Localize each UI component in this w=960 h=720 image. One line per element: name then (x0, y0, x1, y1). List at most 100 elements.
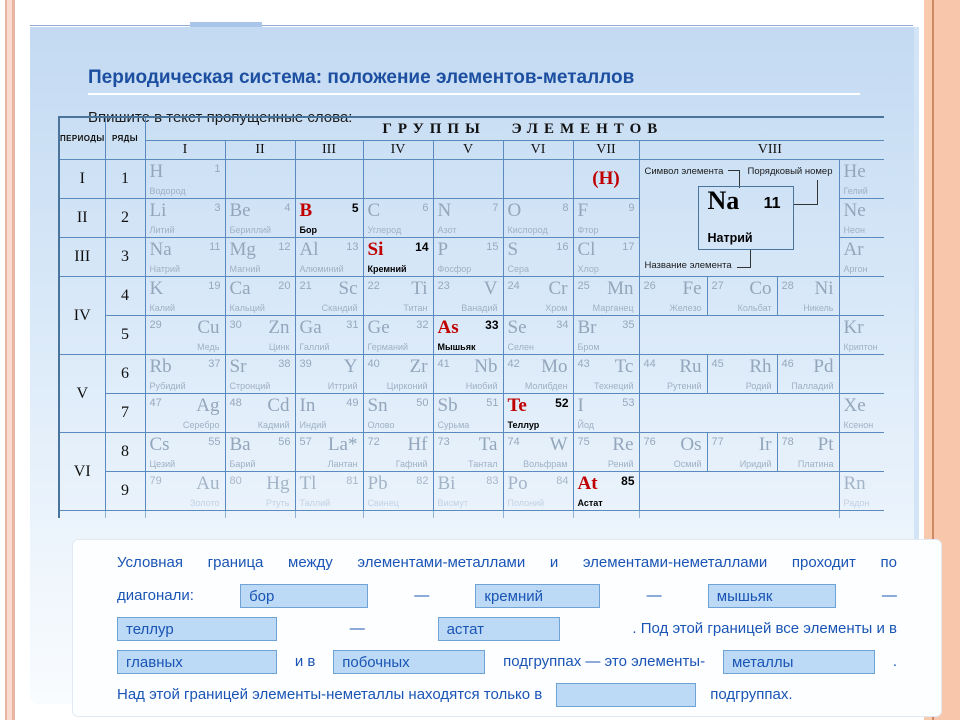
element-name: Селен (507, 342, 534, 352)
element-symbol: Bi (437, 473, 456, 494)
ryad-label: 1 (104, 159, 146, 199)
element-cell-Cd: Cd 48 Кадмий (224, 393, 296, 433)
group-numbers-row: I II III IV V VI VII VIII (59, 140, 884, 160)
element-cell-K: K 19 Калий (144, 276, 226, 316)
blank-silicon[interactable]: кремний (475, 584, 601, 608)
slide-content: Периодическая система: положение элемент… (30, 27, 942, 717)
element-cell-Nb: Nb 41 Ниобий (432, 354, 504, 394)
element-symbol: Tc (614, 356, 634, 377)
atomic-number: 48 (229, 397, 242, 409)
period-label: V (58, 354, 106, 433)
element-name: Олово (367, 420, 395, 430)
group-label-III: III (294, 140, 364, 160)
periodic-table: ПЕРИОДЫ РЯДЫ ГРУППЫ ЭЛЕМЕНТОВ I II III I… (58, 116, 884, 518)
element-symbol: Te (507, 395, 527, 416)
element-symbol: Se (507, 317, 527, 338)
atomic-number: 29 (149, 319, 162, 331)
atomic-number: 80 (229, 475, 242, 487)
blank-astatine[interactable]: астат (437, 617, 560, 641)
element-name: Молибден (524, 381, 568, 391)
element-symbol: Mn (607, 278, 634, 299)
atomic-number: 24 (507, 280, 520, 292)
element-symbol: B (299, 200, 313, 221)
element-name: Иридий (739, 459, 772, 469)
element-cell-B: B 5 Бор (294, 198, 364, 238)
element-cell-Cr: Cr 24 Хром (502, 276, 574, 316)
atomic-number: 30 (229, 319, 242, 331)
element-symbol: V (483, 278, 498, 299)
element-symbol: Os (680, 434, 702, 455)
element-name: Иттрий (327, 381, 358, 391)
element-symbol: Sc (338, 278, 358, 299)
element-name: Рубидий (149, 381, 186, 391)
atomic-number: 75 (577, 436, 590, 448)
blank-empty[interactable] (556, 683, 697, 707)
element-name: Радон (843, 498, 870, 508)
element-cell-Sc: Sc 21 Скандий (294, 276, 364, 316)
empty-cell (838, 432, 884, 472)
element-name: Железо (669, 303, 702, 313)
element-symbol: Ag (196, 395, 220, 416)
atomic-number: 51 (486, 397, 499, 409)
blank-arsenic[interactable]: мышьяк (707, 584, 836, 608)
legend-number-label: Порядковый номер (747, 166, 833, 177)
element-symbol: K (149, 278, 164, 299)
element-cell-Tl: Tl 81 Таллий (294, 471, 364, 511)
element-cell-P: P 15 Фосфор (432, 237, 504, 277)
period-label: IV (58, 276, 106, 355)
element-name: Гафний (395, 459, 428, 469)
element-cell-H: H 1 Водород (144, 159, 226, 199)
element-name: Ксенон (843, 420, 874, 430)
atomic-number: 1 (214, 163, 221, 175)
element-name: Сурьма (437, 420, 470, 430)
exercise-line-4: главных и в побочных подгруппах — это эл… (117, 649, 897, 675)
element-symbol: Nb (474, 356, 498, 377)
element-name: Барий (229, 459, 256, 469)
element-cell-He: He2Гелий (838, 159, 884, 199)
element-name: Скандий (321, 303, 358, 313)
atomic-number: 6 (422, 202, 429, 214)
blank-secondary[interactable]: побочных (333, 650, 486, 674)
legend-connector (792, 180, 818, 205)
element-symbol: Sb (437, 395, 458, 416)
ryad-label: 5 (104, 315, 146, 355)
element-name: Вольфрам (523, 459, 568, 469)
element-cell-Co: Co 27 Кольбат (706, 276, 778, 316)
atomic-number: 33 (485, 318, 499, 332)
empty-cell (224, 510, 296, 518)
atomic-number: 85 (621, 474, 635, 488)
element-symbol: Tl (299, 473, 317, 494)
element-symbol: Ir (758, 434, 772, 455)
legend-connector (736, 249, 751, 268)
element-symbol: Sr (229, 356, 247, 377)
atomic-number: 49 (346, 397, 359, 409)
element-cell-Mo: Mo 42 Молибден (502, 354, 574, 394)
legend-symbol: Na (707, 186, 740, 215)
element-symbol: Na (149, 239, 172, 260)
empty-cell (432, 159, 504, 199)
atomic-number: 73 (437, 436, 450, 448)
blank-main[interactable]: главных (117, 650, 277, 674)
blank-metals[interactable]: металлы (722, 650, 875, 674)
element-cell-In: In 49 Индий (294, 393, 364, 433)
blank-tellurium[interactable]: теллур (117, 617, 277, 641)
element-symbol: Mo (541, 356, 568, 377)
table-row: II 2 Li 3 Литий Be 4 Бериллий B 5 Бор C 6 Углерод N 7 Аз… (58, 198, 884, 238)
element-symbol: Cs (149, 434, 170, 455)
table-row: I 1 H 1 Водород (H) Символ элемента Порядковый … (58, 159, 884, 277)
element-symbol: C (367, 200, 381, 221)
element-symbol: Y (343, 356, 358, 377)
sentence3-text: Над этой границей элементы-неметаллы нах… (117, 686, 543, 703)
element-symbol: Mg (229, 239, 256, 260)
element-symbol: Fe (682, 278, 702, 299)
ryad-label: 8 (104, 432, 146, 472)
atomic-number: 41 (437, 358, 450, 370)
element-symbol: Co (749, 278, 772, 299)
element-cell-Po: Po 84 Полоний (502, 471, 574, 511)
atomic-number: 35 (622, 319, 635, 331)
element-name: Криптон (843, 342, 878, 352)
top-rule-accent (190, 22, 262, 28)
blank-boron[interactable]: бор (240, 584, 369, 608)
element-symbol: As (437, 317, 459, 338)
element-symbol: I (577, 395, 584, 416)
